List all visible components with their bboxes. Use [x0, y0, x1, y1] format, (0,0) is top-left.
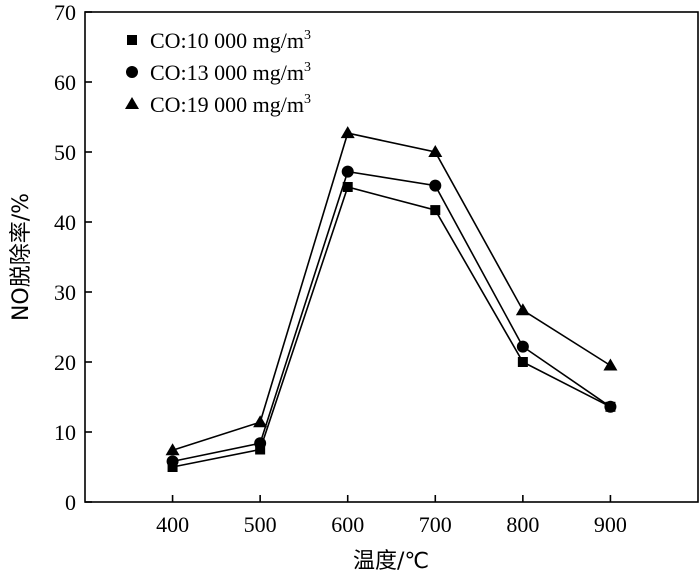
x-tick-label: 500: [244, 512, 277, 537]
data-point-square: [517, 357, 528, 367]
legend-item: CO:13 000 mg/m3: [126, 60, 311, 85]
x-tick-labels: 400 500 600 700 800 900: [156, 512, 627, 537]
y-axis-title: NO脱除率/%: [9, 193, 34, 321]
data-point-circle: [166, 455, 179, 468]
data-point-triangle: [165, 443, 180, 456]
data-point-circle: [516, 340, 529, 353]
legend-marker-square: [127, 35, 137, 45]
series-circle: [166, 165, 617, 468]
legend-label: CO:13 000 mg/m3: [150, 60, 311, 85]
x-axis-title: 温度/℃: [353, 549, 429, 574]
y-tick-labels: 0 10 20 30 40 50 60 70: [54, 0, 76, 515]
data-point-triangle: [603, 358, 618, 371]
x-tick-label: 600: [331, 512, 364, 537]
y-tick-label: 70: [54, 0, 76, 25]
data-point-square: [430, 205, 441, 216]
series-triangle: [165, 126, 618, 456]
x-tick-label: 700: [419, 512, 452, 537]
data-point-circle: [604, 400, 617, 413]
y-tick-label: 50: [54, 140, 76, 165]
series-layer: [165, 126, 618, 472]
legend-marker-triangle: [125, 97, 139, 109]
plot-frame: [84, 11, 699, 503]
y-tick-label: 60: [54, 70, 76, 95]
legend-label: CO:10 000 mg/m3: [150, 28, 311, 53]
y-tick-label: 40: [54, 210, 76, 235]
legend-marker-circle: [126, 66, 138, 78]
y-tick-label: 30: [54, 280, 76, 305]
x-tick-label: 400: [156, 512, 189, 537]
data-point-square: [342, 182, 353, 192]
x-tick-label: 800: [506, 512, 539, 537]
data-point-circle: [254, 437, 267, 450]
legend-label-superscript: 3: [304, 92, 311, 107]
y-tick-label: 20: [54, 350, 76, 375]
y-tick-label: 0: [65, 490, 76, 515]
data-point-triangle: [515, 303, 530, 316]
data-point-triangle: [253, 415, 268, 428]
legend-label: CO:19 000 mg/m3: [150, 92, 311, 117]
legend-item: CO:10 000 mg/m3: [127, 28, 311, 53]
axis-ticks: [85, 11, 612, 503]
series-line: [172, 186, 611, 468]
data-point-triangle: [340, 126, 355, 139]
series-line: [172, 170, 611, 463]
data-point-circle: [341, 165, 354, 178]
x-tick-label: 900: [594, 512, 627, 537]
data-point-triangle: [428, 145, 443, 157]
data-point-square: [255, 444, 266, 455]
series-line: [172, 132, 611, 451]
legend-label-superscript: 3: [304, 60, 311, 75]
data-point-circle: [429, 179, 442, 192]
legend-label-superscript: 3: [304, 28, 311, 43]
legend-item: CO:19 000 mg/m3: [125, 92, 311, 117]
legend: CO:10 000 mg/m3 CO:13 000 mg/m3 CO:19 000 …: [125, 28, 311, 117]
y-tick-label: 10: [54, 420, 76, 445]
